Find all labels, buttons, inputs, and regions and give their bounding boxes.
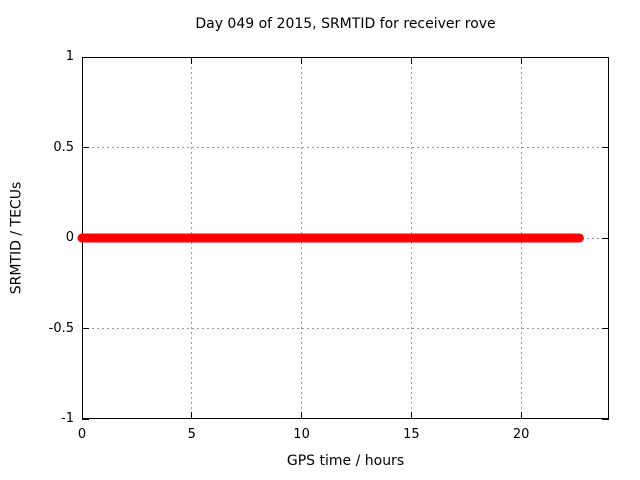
y-tick-mark-left (82, 418, 89, 420)
data-series-layer (77, 233, 584, 243)
x-tick-label: 15 (403, 427, 420, 442)
y-tick-mark-right (602, 147, 609, 148)
y-gridline (82, 328, 609, 329)
x-axis-label: GPS time / hours (286, 453, 405, 469)
chart-title: Day 049 of 2015, SRMTID for receiver rov… (195, 16, 496, 32)
x-tick-mark-top (191, 57, 193, 64)
x-tick-mark-bottom (301, 412, 303, 419)
x-tick-mark-top (301, 57, 303, 64)
y-tick-label: 1 (65, 49, 74, 64)
x-tick-mark-top (520, 57, 522, 64)
y-tick-label: -0.5 (48, 320, 74, 336)
x-tick-label: 0 (77, 427, 87, 442)
x-tick-mark-bottom (410, 412, 412, 419)
x-tick-label: 5 (187, 427, 196, 442)
y-tick-label: 0 (65, 230, 74, 245)
y-tick-mark-right (602, 418, 609, 420)
y-tick-mark-left (82, 328, 89, 329)
y-tick-label: -1 (61, 411, 74, 426)
x-tick-label: 10 (293, 427, 310, 442)
x-tick-label: 20 (512, 427, 530, 442)
y-gridline (82, 147, 609, 148)
x-tick-mark-bottom (520, 412, 522, 419)
x-tick-mark-bottom (191, 412, 193, 419)
y-tick-mark-right (602, 328, 609, 329)
plot-area (77, 56, 609, 420)
y-tick-mark-left (82, 147, 89, 148)
y-tick-label: 0.5 (53, 139, 74, 155)
x-tick-mark-top (410, 57, 412, 64)
y-tick-mark-right (602, 237, 609, 239)
